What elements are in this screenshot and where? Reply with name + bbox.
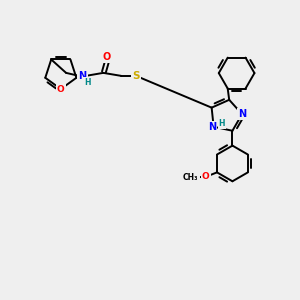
Text: O: O	[103, 52, 111, 62]
Text: N: N	[208, 122, 216, 132]
Text: O: O	[202, 172, 210, 181]
Text: H: H	[219, 119, 225, 128]
Text: N: N	[78, 71, 86, 81]
Text: O: O	[57, 85, 65, 94]
Text: H: H	[85, 78, 91, 87]
Text: N: N	[238, 109, 246, 119]
Text: CH₃: CH₃	[183, 173, 199, 182]
Text: S: S	[132, 71, 140, 81]
